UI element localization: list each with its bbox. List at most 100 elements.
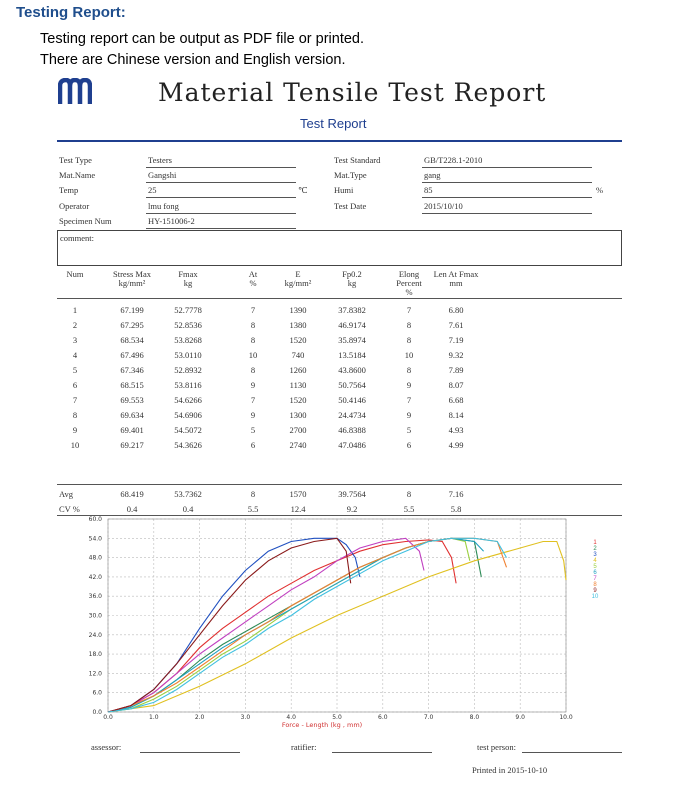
test-person-line — [522, 752, 622, 753]
legend-entry: 4 — [593, 558, 597, 564]
table-cell: 7 — [406, 305, 412, 315]
table-cell: 50.4146 — [338, 395, 366, 405]
table-cell: 54.6266 — [174, 395, 202, 405]
table-cell: 67.295 — [120, 320, 144, 330]
legend-entry: 2 — [593, 546, 597, 552]
row-number: 4 — [72, 350, 78, 360]
y-tick-label: 48.0 — [89, 555, 103, 562]
test-type-label: Test Type — [59, 155, 92, 165]
table-cell: 68.515 — [120, 380, 144, 390]
table-cell: 8 — [250, 335, 256, 345]
table-cell: 69.401 — [120, 425, 144, 435]
y-tick-label: 36.0 — [89, 593, 103, 600]
avg-value: 8 — [250, 489, 256, 499]
m-logo-icon — [58, 78, 92, 104]
column-header: Stress Max — [112, 269, 151, 279]
humi-value: 85 — [424, 185, 433, 195]
table-cell: 5 — [250, 425, 256, 435]
table-cell: 7.89 — [448, 365, 464, 375]
table-cell: 9 — [250, 410, 256, 420]
table-cell: 67.346 — [120, 365, 144, 375]
humi-label: Humi — [334, 185, 354, 195]
table-cell: 54.3626 — [174, 440, 202, 450]
table-cell: 8 — [406, 320, 412, 330]
table-cell: 69.553 — [120, 395, 144, 405]
y-tick-label: 60.0 — [89, 516, 103, 523]
avg-label: Avg — [59, 489, 74, 499]
y-tick-label: 54.0 — [89, 535, 103, 542]
column-header: At — [248, 269, 258, 279]
comment-box: comment: — [57, 230, 622, 266]
table-cell: 6 — [250, 440, 256, 450]
table-cell: 4.99 — [448, 440, 464, 450]
table-cell: 67.496 — [120, 350, 144, 360]
avg-value: 7.16 — [448, 489, 464, 499]
cv-value: 12.4 — [290, 504, 306, 514]
series-line-3 — [107, 537, 361, 713]
table-cell: 1520 — [289, 395, 307, 405]
table-cell: 46.9174 — [338, 320, 366, 330]
avg-value: 39.7564 — [338, 489, 366, 499]
operator-label: Operator — [59, 201, 90, 211]
row-number: 1 — [72, 305, 78, 315]
table-cell: 10 — [248, 350, 258, 360]
series-line-9 — [107, 537, 352, 713]
x-tick-label: 0.0 — [103, 714, 113, 721]
legend-entry: 1 — [593, 540, 597, 546]
column-header: Len At Fmax — [433, 269, 479, 279]
test-date-label: Test Date — [334, 201, 367, 211]
table-cell: 6.80 — [448, 305, 464, 315]
table-cell: 8 — [406, 365, 412, 375]
column-header: E — [295, 269, 301, 279]
row-number: 6 — [72, 380, 78, 390]
field-line — [146, 197, 296, 198]
table-cell: 68.534 — [120, 335, 144, 345]
cv-value: 0.4 — [126, 504, 138, 514]
section-heading: Testing Report: — [16, 4, 126, 21]
table-cell: 13.5184 — [338, 350, 366, 360]
table-cell: 8 — [250, 320, 256, 330]
table-cell: 10 — [404, 350, 414, 360]
x-tick-label: 5.0 — [332, 714, 342, 721]
y-tick-label: 18.0 — [89, 651, 103, 658]
y-tick-label: 24.0 — [89, 632, 103, 639]
printed-date: Printed in 2015-10-10 — [472, 765, 548, 775]
x-tick-label: 4.0 — [286, 714, 296, 721]
row-number: 10 — [70, 440, 80, 450]
series-line-4 — [107, 540, 567, 713]
report-subtitle: Test Report — [300, 116, 367, 131]
row-number: 5 — [72, 365, 78, 375]
specimen-num-value: HY-151006-2 — [148, 216, 195, 226]
row-number: 3 — [72, 335, 78, 345]
temp-label: Temp — [59, 185, 79, 195]
table-cell: 6 — [406, 440, 412, 450]
x-tick-label: 3.0 — [241, 714, 251, 721]
chart-legend: 1 2 3 4 5 6 7 8 9 10 — [588, 540, 602, 600]
assessor-line — [140, 752, 240, 753]
field-line — [146, 228, 296, 229]
column-header: mm — [449, 278, 463, 288]
table-cell: 1520 — [289, 335, 307, 345]
legend-entry: 5 — [593, 564, 597, 570]
humi-unit: % — [596, 185, 604, 195]
table-cell: 1260 — [289, 365, 307, 375]
field-line — [422, 182, 592, 183]
table-cell: 740 — [291, 350, 305, 360]
table-cell: 1300 — [289, 410, 307, 420]
test-standard-label: Test Standard — [334, 155, 381, 165]
table-summary-divider — [57, 484, 622, 485]
cv-value: 5.5 — [403, 504, 415, 514]
y-tick-label: 6.0 — [92, 690, 102, 697]
table-cell: 2700 — [289, 425, 307, 435]
mat-name-value: Gangshi — [148, 170, 177, 180]
table-cell: 47.0486 — [338, 440, 366, 450]
y-tick-label: 42.0 — [89, 574, 103, 581]
row-number: 8 — [72, 410, 78, 420]
y-tick-label: 12.0 — [89, 670, 103, 677]
legend-entry: 7 — [593, 576, 597, 582]
column-header: Elong — [398, 269, 420, 279]
table-cell: 8.14 — [448, 410, 464, 420]
table-cell: 2740 — [289, 440, 307, 450]
series-line-10 — [107, 537, 507, 713]
avg-value: 1570 — [289, 489, 307, 499]
